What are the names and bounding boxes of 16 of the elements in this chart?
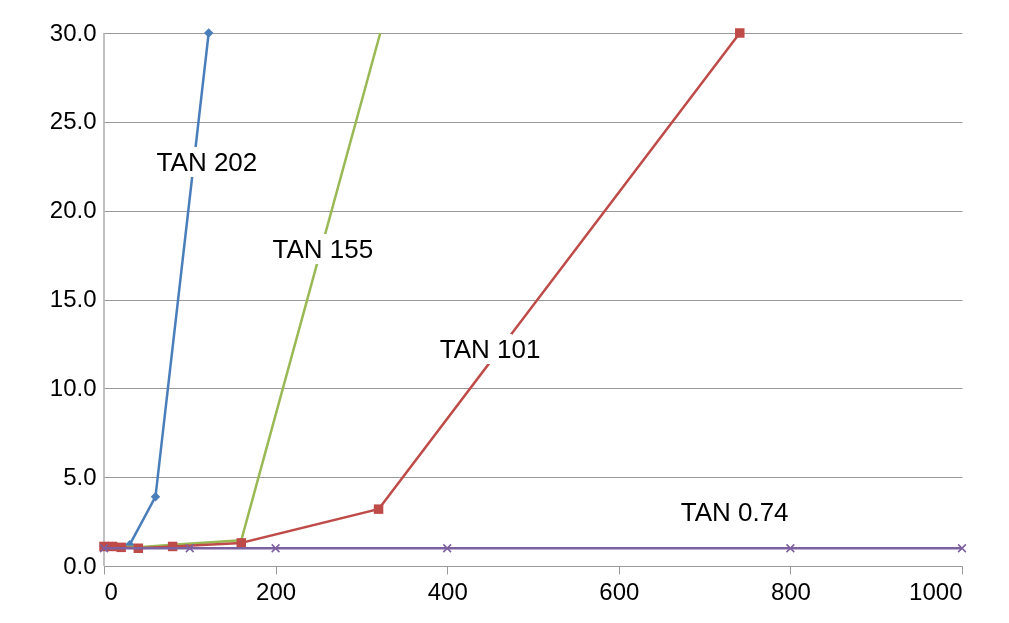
x-tick-label: 800 [770,577,811,605]
y-tick-label: 20.0 [49,196,97,224]
y-tick-label: 25.0 [49,107,97,135]
series-label: TAN 155 [272,233,374,264]
y-tick-label: 5.0 [63,462,97,490]
y-tick-label: 30.0 [49,18,97,46]
x-tick-label: 400 [427,577,468,605]
y-tick-label: 15.0 [49,285,97,312]
x-tick-label: 1000 [909,577,963,605]
y-tick-label: 10.0 [49,373,97,401]
x-tick-label: 200 [256,577,297,605]
series-label: TAN 101 [439,334,541,365]
y-tick-label: 0.0 [63,551,97,579]
x-tick-label: 600 [599,577,640,605]
series-label: TAN 0.74 [680,496,789,527]
x-tick-label: 0 [104,577,118,605]
